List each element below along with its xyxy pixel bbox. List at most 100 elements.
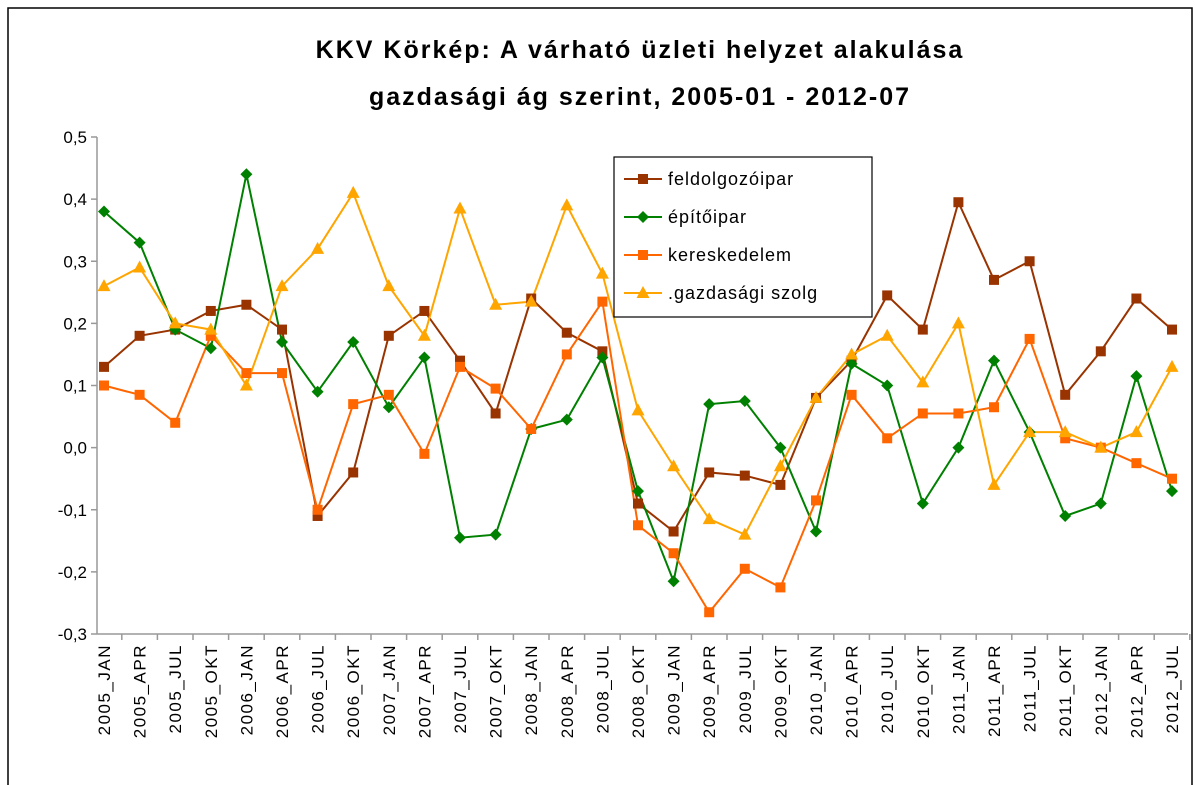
marker: [346, 185, 360, 198]
marker: [134, 330, 145, 341]
marker: [134, 389, 145, 400]
x-tick-label: 2007_JAN: [380, 644, 399, 735]
marker: [667, 575, 680, 588]
marker: [987, 477, 1001, 490]
marker: [811, 495, 821, 506]
x-tick-label: 2009_JAN: [665, 644, 684, 735]
marker: [1129, 425, 1143, 438]
marker: [738, 395, 751, 408]
marker: [880, 328, 894, 341]
marker: [454, 531, 466, 544]
marker: [632, 485, 644, 498]
marker: [668, 526, 679, 537]
marker: [1131, 458, 1142, 469]
marker: [170, 417, 181, 428]
marker: [489, 297, 503, 310]
x-tick-label: 2009_OKT: [771, 644, 790, 738]
marker: [633, 498, 643, 509]
marker: [382, 279, 396, 292]
marker: [702, 512, 716, 525]
x-tick-label: 2011_JAN: [949, 644, 968, 734]
marker: [1166, 485, 1178, 498]
marker: [988, 354, 1000, 367]
marker: [561, 349, 572, 360]
marker: [989, 274, 999, 285]
marker: [489, 528, 502, 541]
marker: [312, 510, 323, 521]
x-tick-label: 2008_JUL: [593, 644, 612, 734]
marker: [204, 342, 217, 355]
marker: [205, 305, 216, 316]
y-tick-label: -0,3: [58, 625, 87, 644]
legend-marker: [636, 286, 650, 298]
y-tick-label: 0,5: [63, 128, 87, 147]
marker: [739, 563, 750, 574]
marker: [845, 357, 858, 370]
x-tick-label: 2010_JUL: [878, 644, 897, 734]
marker: [526, 423, 537, 434]
marker: [1023, 425, 1037, 438]
x-tick-label: 2011_JUL: [1021, 644, 1040, 732]
x-tick-label: 2007_JUL: [451, 644, 470, 734]
x-tick-label: 2006_OKT: [344, 644, 363, 738]
x-tick-label: 2012_APR: [1127, 644, 1146, 738]
marker: [951, 316, 965, 329]
x-tick-label: 2005_OKT: [202, 644, 221, 738]
marker: [917, 324, 928, 335]
marker: [595, 266, 609, 279]
marker: [455, 355, 465, 366]
marker: [774, 441, 787, 454]
legend-box: [613, 156, 873, 318]
marker: [882, 290, 893, 301]
marker: [205, 330, 216, 341]
marker: [417, 328, 431, 341]
x-tick-label: 2012_JUL: [1163, 644, 1182, 734]
marker: [916, 497, 929, 510]
marker: [383, 389, 394, 400]
marker: [455, 361, 465, 372]
legend-marker: [637, 211, 649, 223]
x-tick-label: 2008_JAN: [522, 644, 541, 735]
legend-label: feldolgozóipar: [668, 169, 794, 189]
x-tick-label: 2005_APR: [131, 644, 150, 738]
x-tick-label: 2006_APR: [273, 644, 292, 738]
y-tick-label: 0,3: [63, 252, 87, 271]
marker: [1130, 370, 1143, 383]
marker: [989, 402, 999, 413]
marker: [704, 607, 715, 618]
marker: [703, 398, 716, 411]
marker: [99, 380, 109, 391]
marker: [596, 351, 609, 364]
marker: [597, 296, 608, 307]
marker: [312, 504, 323, 515]
marker: [561, 327, 572, 338]
legend-marker: [638, 250, 648, 260]
marker: [1024, 333, 1035, 344]
marker: [276, 336, 288, 349]
y-tick-label: 0,0: [63, 439, 87, 458]
x-tick-label: 2010_OKT: [914, 644, 933, 738]
x-tick-label: 2012_JAN: [1092, 644, 1111, 735]
marker: [133, 260, 147, 273]
marker: [668, 548, 679, 559]
legend-label: kereskedelem: [668, 245, 792, 265]
legend: feldolgozóipar építőipar kereskedelem .gazd…: [613, 156, 873, 318]
marker: [846, 389, 857, 400]
x-tick-label: 2006_JUL: [309, 644, 328, 734]
x-tick-label: 2011_OKT: [1056, 644, 1075, 737]
legend-marker: [638, 174, 648, 184]
marker: [168, 316, 182, 329]
marker: [631, 403, 645, 416]
marker: [275, 279, 289, 292]
marker: [97, 279, 111, 292]
x-tick-label: 2005_JAN: [95, 644, 114, 735]
marker: [204, 322, 218, 335]
marker: [419, 305, 430, 316]
marker: [1167, 473, 1177, 484]
marker: [98, 205, 110, 218]
marker: [418, 351, 431, 364]
y-tick-label: -0,2: [58, 563, 87, 582]
y-tick-label: 0,1: [63, 377, 87, 396]
y-tick-label: 0,2: [63, 314, 87, 333]
